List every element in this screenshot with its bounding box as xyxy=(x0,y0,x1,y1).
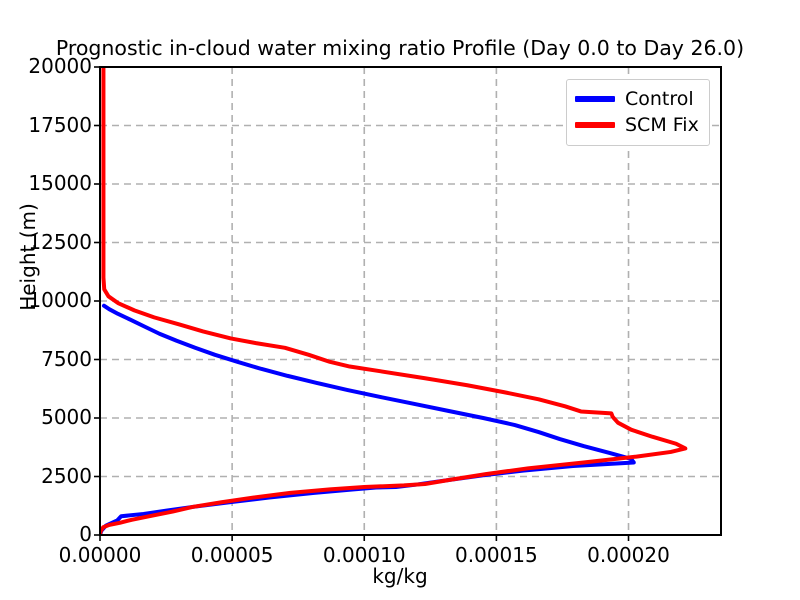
y-tick-label: 15000 xyxy=(28,171,92,195)
x-tick-label: 0.00020 xyxy=(587,543,670,567)
y-tick-label: 7500 xyxy=(41,346,92,371)
y-tick-label: 0 xyxy=(79,522,92,546)
y-tick-label: 5000 xyxy=(41,405,92,429)
series-lines xyxy=(100,67,688,535)
legend-label-scm-fix: SCM Fix xyxy=(625,114,699,136)
y-tick-label: 17500 xyxy=(28,112,92,137)
y-tick-label: 10000 xyxy=(28,288,92,312)
series-line-scm-fix xyxy=(100,67,688,535)
legend-label-control: Control xyxy=(625,88,694,110)
x-tick-label: 0.00010 xyxy=(322,543,406,567)
legend-item-control: Control xyxy=(575,86,701,112)
y-tick-label: 20000 xyxy=(28,54,92,78)
axis-ticks xyxy=(94,66,630,541)
chart-title: Prognostic in-cloud water mixing ratio P… xyxy=(55,36,745,60)
legend-item-scm-fix: SCM Fix xyxy=(575,112,701,138)
legend-swatch-control xyxy=(575,96,615,102)
legend[interactable]: Control SCM Fix xyxy=(566,79,710,146)
x-axis-label: kg/kg xyxy=(372,564,428,588)
y-tick-label: 12500 xyxy=(28,229,92,254)
x-tick-label: 0.00005 xyxy=(190,543,274,567)
x-tick-label: 0.00015 xyxy=(455,543,538,567)
y-tick-label: 2500 xyxy=(41,463,92,488)
legend-swatch-scm-fix xyxy=(575,122,615,128)
x-tick-label: 0.00000 xyxy=(58,543,142,567)
